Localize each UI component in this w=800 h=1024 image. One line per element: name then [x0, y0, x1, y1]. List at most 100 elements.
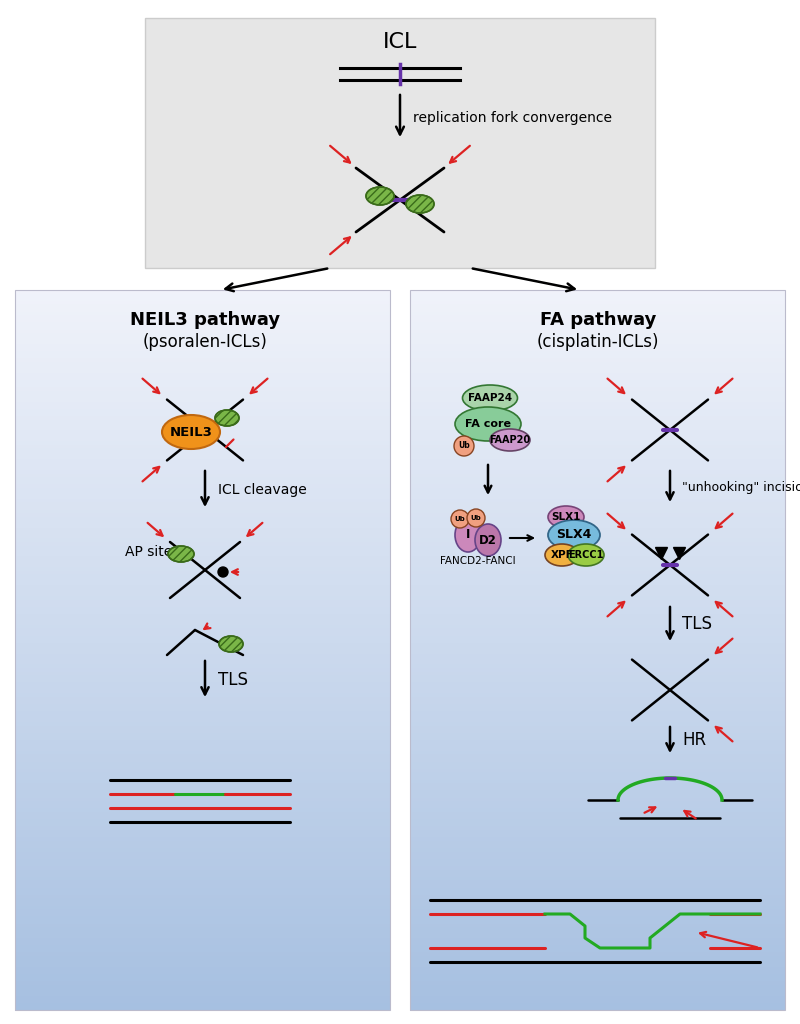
Bar — [15, 668, 390, 672]
Bar — [410, 344, 785, 348]
Bar — [15, 999, 390, 1004]
Bar — [15, 1007, 390, 1011]
Bar — [15, 290, 390, 294]
Bar — [410, 384, 785, 388]
Bar — [145, 18, 655, 268]
Bar — [410, 622, 785, 626]
Bar — [410, 815, 785, 819]
Bar — [15, 603, 390, 607]
Bar — [15, 622, 390, 626]
Bar — [15, 891, 390, 895]
Bar — [410, 632, 785, 636]
Bar — [410, 898, 785, 902]
Bar — [410, 520, 785, 524]
Bar — [15, 715, 390, 719]
Bar — [15, 539, 390, 543]
Bar — [15, 639, 390, 643]
Ellipse shape — [168, 546, 194, 562]
Bar — [410, 484, 785, 488]
Bar — [15, 574, 390, 579]
Text: Ub: Ub — [470, 515, 482, 521]
Bar — [410, 834, 785, 838]
Bar — [410, 755, 785, 759]
Bar — [15, 420, 390, 424]
Text: FA pathway: FA pathway — [540, 311, 656, 329]
Bar — [15, 427, 390, 431]
Bar — [15, 974, 390, 978]
Bar — [15, 988, 390, 992]
Bar — [410, 600, 785, 604]
Bar — [410, 881, 785, 885]
Bar — [410, 582, 785, 586]
Ellipse shape — [455, 407, 521, 441]
Text: I: I — [466, 528, 470, 542]
Ellipse shape — [462, 385, 518, 411]
Bar — [410, 985, 785, 989]
Ellipse shape — [548, 520, 600, 550]
Bar — [15, 826, 390, 830]
Bar — [410, 636, 785, 640]
Bar — [15, 614, 390, 618]
Bar — [15, 610, 390, 614]
Bar — [410, 650, 785, 654]
Bar — [410, 351, 785, 355]
Bar — [410, 437, 785, 441]
Bar — [15, 354, 390, 358]
Bar — [15, 366, 390, 370]
Bar — [15, 297, 390, 301]
Bar — [15, 330, 390, 334]
Bar — [15, 812, 390, 816]
Bar — [410, 290, 785, 1010]
Bar — [15, 755, 390, 759]
Bar — [410, 391, 785, 395]
Text: TLS: TLS — [218, 671, 248, 689]
Bar — [410, 726, 785, 730]
Bar — [410, 488, 785, 493]
Bar — [410, 499, 785, 503]
Bar — [410, 974, 785, 978]
Bar — [410, 506, 785, 510]
Bar — [15, 920, 390, 924]
Bar — [15, 859, 390, 863]
Bar — [410, 999, 785, 1004]
Bar — [410, 823, 785, 827]
Bar — [15, 589, 390, 593]
Bar — [410, 895, 785, 899]
Text: ERCC1: ERCC1 — [568, 550, 604, 560]
Bar — [410, 643, 785, 647]
Bar — [15, 563, 390, 567]
Bar — [15, 873, 390, 878]
Bar — [15, 841, 390, 845]
Bar — [15, 776, 390, 780]
Text: NEIL3 pathway: NEIL3 pathway — [130, 311, 280, 329]
Bar — [15, 981, 390, 985]
Bar — [410, 546, 785, 550]
Bar — [15, 992, 390, 996]
Bar — [15, 801, 390, 805]
Bar — [15, 452, 390, 456]
Bar — [410, 981, 785, 985]
Bar — [410, 938, 785, 942]
Bar — [410, 549, 785, 553]
Bar — [410, 916, 785, 921]
Bar — [15, 617, 390, 622]
Bar — [15, 712, 390, 716]
Text: FANCD2-FANCI: FANCD2-FANCI — [440, 556, 516, 566]
Text: FAAP20: FAAP20 — [490, 435, 530, 445]
Bar — [15, 643, 390, 647]
Bar — [15, 726, 390, 730]
Bar — [15, 682, 390, 686]
Ellipse shape — [548, 506, 584, 528]
Bar — [15, 657, 390, 662]
Bar — [15, 758, 390, 762]
Bar — [410, 967, 785, 971]
Bar — [15, 952, 390, 956]
Bar — [410, 301, 785, 305]
Bar — [15, 798, 390, 802]
Circle shape — [218, 567, 228, 577]
Bar — [15, 916, 390, 921]
Bar — [15, 567, 390, 571]
Bar — [410, 377, 785, 381]
Bar — [410, 891, 785, 895]
Bar — [15, 607, 390, 611]
